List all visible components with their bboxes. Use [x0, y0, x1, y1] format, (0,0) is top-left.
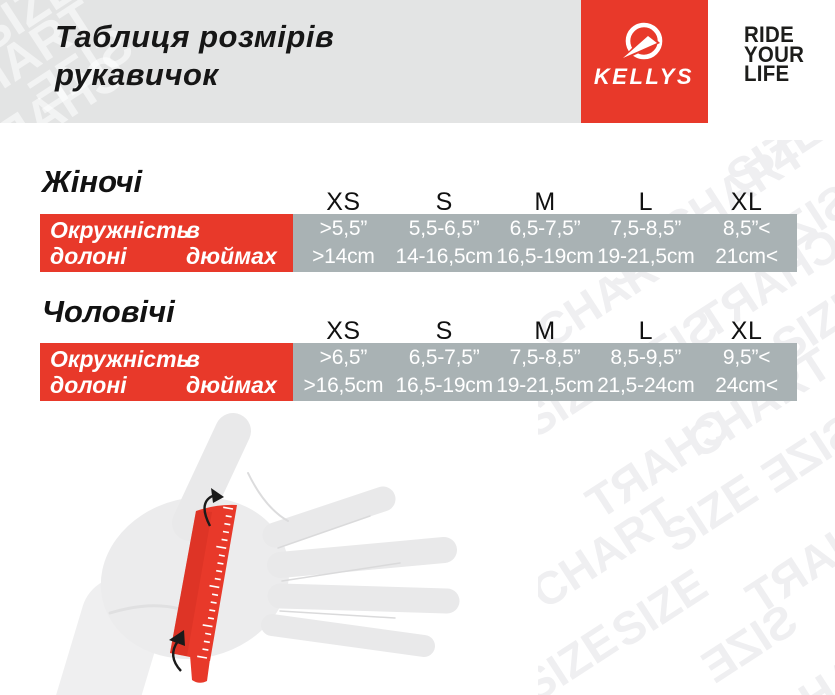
value-cell: >5,5” — [319, 217, 368, 240]
values-row-inches: >6,5” 6,5-7,5” 7,5-8,5” 8,5-9,5” 9,5”< — [293, 344, 797, 372]
header-band: SIZE CHART SIZE CHART — [0, 0, 581, 123]
watermark-word: SIZE — [652, 463, 767, 563]
watermark-word: SIZE — [692, 593, 807, 693]
unit-inches-label: в дюймах — [186, 346, 277, 398]
size-label-s: S — [435, 188, 453, 216]
value-cell: >14cm — [312, 245, 375, 268]
page-title-line1: Таблиця розмірів — [55, 19, 335, 54]
value-cell: 7,5-8,5” — [610, 217, 682, 240]
value-cell: 16,5-19cm — [395, 374, 493, 397]
unit-inches-label: в дюймах — [186, 217, 277, 269]
size-header-row-women: XS S M L XL — [293, 188, 797, 217]
value-cell: 8,5-9,5” — [610, 346, 682, 369]
value-cell: 24cm< — [715, 374, 778, 397]
value-cell: >16,5cm — [303, 374, 384, 397]
measuring-band — [170, 504, 237, 683]
wrap-arrow-bottom-icon — [172, 640, 182, 672]
value-cell: 21cm< — [715, 245, 778, 268]
watermark-word: CHART — [761, 612, 835, 695]
size-header-row-men: XS S M L XL — [293, 317, 797, 346]
value-cell: 8,5”< — [722, 217, 771, 240]
size-label-xs: XS — [326, 317, 361, 345]
size-table-row-women: Окружність долоні в дюймах в см >5,5” 5,… — [40, 214, 797, 295]
size-label-l: L — [638, 317, 653, 345]
values-row-inches: >5,5” 5,5-6,5” 6,5-7,5” 7,5-8,5” 8,5”< — [293, 215, 797, 243]
size-label-xl: XL — [730, 317, 763, 345]
section-heading-women: Жіночі — [42, 164, 143, 199]
values-band-women: >5,5” 5,5-6,5” 6,5-7,5” 7,5-8,5” 8,5”< >… — [293, 214, 797, 272]
unit-cm-label: в см — [186, 269, 237, 295]
palm-circumference-label: Окружність долоні в дюймах в см — [40, 343, 293, 424]
values-row-cm: >14cm 14-16,5cm 16,5-19cm 19-21,5cm 21cm… — [293, 243, 797, 271]
hand-measure-image — [56, 413, 460, 695]
values-row-cm: >16,5cm 16,5-19cm 19-21,5cm 21,5-24cm 24… — [293, 372, 797, 400]
value-cell: 9,5”< — [722, 346, 771, 369]
tagline-line2: YOUR — [744, 41, 805, 67]
label-line1: Окружність — [50, 217, 191, 243]
value-cell: 6,5-7,5” — [509, 217, 581, 240]
tagline-line1: RIDE — [744, 22, 795, 47]
page-title: Таблиця розмірів рукавичок — [55, 18, 334, 94]
size-label-xs: XS — [326, 188, 361, 216]
size-label-m: M — [534, 188, 556, 216]
size-label-xl: XL — [730, 188, 763, 216]
watermark-word: CHART — [576, 397, 741, 529]
value-cell: 7,5-8,5” — [509, 346, 581, 369]
value-cell: 6,5-7,5” — [408, 346, 480, 369]
label-line1: Окружність — [50, 346, 191, 372]
size-table-row-men: Окружність долоні в дюймах в см >6,5” 6,… — [40, 343, 797, 424]
value-cell: 19-21,5cm — [496, 374, 594, 397]
value-cell: 14-16,5cm — [395, 245, 493, 268]
watermark-word: CHART — [736, 492, 835, 624]
value-cell: 21,5-24cm — [597, 374, 695, 397]
kellys-wordmark: KELLYS — [594, 64, 694, 89]
kellys-logo-box: KELLYS — [581, 0, 708, 123]
watermark-word: CHART — [538, 487, 686, 619]
value-cell: 5,5-6,5” — [408, 217, 480, 240]
value-cell: 19-21,5cm — [597, 245, 695, 268]
label-line2: долоні — [50, 372, 127, 398]
wrap-direction-arrows — [169, 488, 224, 672]
value-cell: >6,5” — [319, 346, 368, 369]
section-heading-men: Чоловічі — [42, 294, 175, 329]
watermark-word: SIZE — [752, 403, 835, 503]
watermark-word: SIZE — [538, 613, 627, 695]
palm-circumference-label: Окружність долоні в дюймах в см — [40, 214, 293, 295]
page-title-line2: рукавичок — [55, 57, 219, 92]
value-cell: 16,5-19cm — [496, 245, 594, 268]
kellys-logo-icon: KELLYS — [594, 22, 694, 89]
ruler-ticks-icon — [197, 506, 234, 659]
tagline-line3: LIFE — [744, 61, 790, 86]
size-label-l: L — [638, 188, 653, 216]
size-label-m: M — [534, 317, 556, 345]
values-band-men: >6,5” 6,5-7,5” 7,5-8,5” 8,5-9,5” 9,5”< >… — [293, 343, 797, 401]
brand-tagline: RIDE YOUR LIFE — [744, 22, 805, 86]
label-line2: долоні — [50, 243, 127, 269]
palm-shape — [56, 413, 460, 695]
size-label-s: S — [435, 317, 453, 345]
hand-illustration — [40, 413, 470, 695]
watermark-word: SIZE — [602, 558, 717, 658]
